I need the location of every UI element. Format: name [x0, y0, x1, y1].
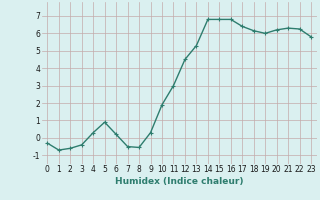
- X-axis label: Humidex (Indice chaleur): Humidex (Indice chaleur): [115, 177, 244, 186]
